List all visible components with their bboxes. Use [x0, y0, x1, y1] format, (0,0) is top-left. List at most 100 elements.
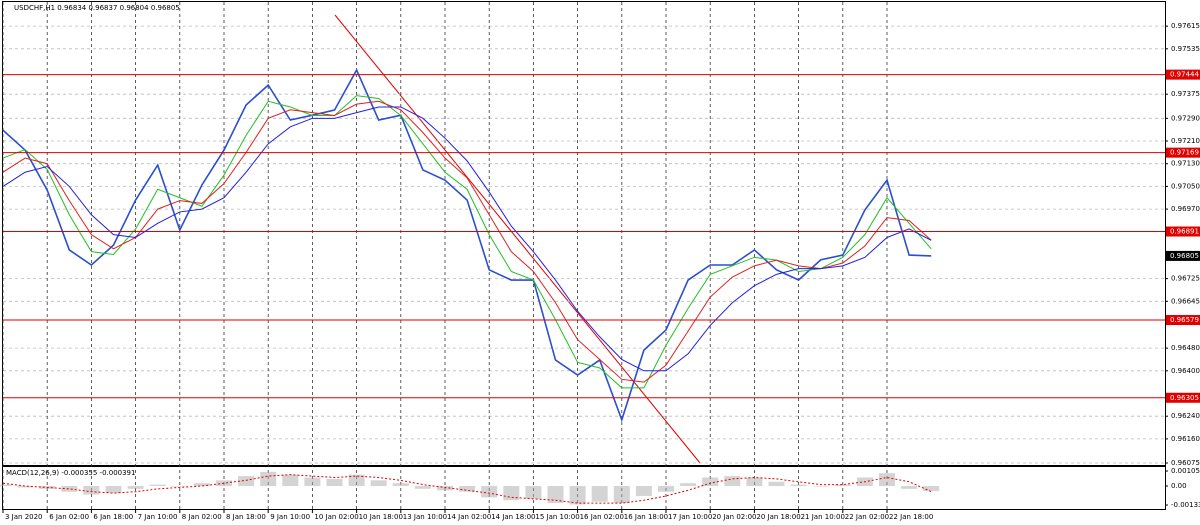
y-tick-label: 0.97130 — [1171, 160, 1200, 168]
macd-bar — [812, 486, 829, 487]
macd-bar — [635, 486, 652, 496]
signal-line — [2, 474, 932, 504]
y-tick-label: 0.97290 — [1171, 114, 1200, 122]
macd-bar — [304, 477, 321, 487]
macd-bar — [238, 476, 255, 487]
macd-bar — [216, 480, 232, 487]
macd-bar — [702, 477, 719, 487]
y-tick-label: 0.00 — [1171, 482, 1187, 490]
x-tick-label: 22 Jan 18:00 — [889, 513, 933, 521]
macd-bar — [790, 484, 807, 487]
price-panel — [2, 1, 1166, 466]
level-label-box — [1166, 392, 1200, 403]
x-tick-label: 20 Jan 18:00 — [756, 513, 800, 521]
x-tick-label: 14 Jan 18:00 — [491, 513, 535, 521]
macd-bar — [370, 480, 387, 487]
level-label: 0.97169 — [1170, 149, 1199, 157]
macd-bar — [525, 486, 542, 499]
last-price-box — [1166, 250, 1200, 261]
x-tick-label: 7 Jan 10:00 — [138, 513, 178, 521]
x-tick-label: 15 Jan 10:00 — [535, 513, 579, 521]
macd-bar — [17, 486, 34, 488]
macd-bar — [658, 486, 674, 492]
macd-bar — [591, 486, 608, 502]
level-label: 0.96579 — [1170, 316, 1199, 324]
series-line — [2, 106, 932, 372]
macd-bar — [481, 486, 498, 498]
macd-bar — [569, 486, 586, 505]
macd-bar — [901, 486, 918, 489]
y-tick-label: 0.96075 — [1171, 459, 1200, 467]
macd-bar — [414, 486, 431, 489]
series-line — [2, 68, 932, 423]
macd-bar — [768, 481, 785, 487]
y-tick-label: 0.97210 — [1171, 137, 1200, 145]
macd-bar — [459, 486, 476, 492]
chart-title: USDCHF,H1 0.96834 0.96837 0.96804 0.9680… — [14, 4, 180, 12]
y-tick-label: 0.96400 — [1171, 367, 1200, 375]
macd-bar — [149, 484, 166, 487]
x-tick-label: 14 Jan 02:00 — [447, 513, 491, 521]
macd-bar — [61, 486, 78, 492]
y-tick-label: 0.97615 — [1171, 22, 1200, 30]
macd-bar — [746, 477, 763, 487]
x-tick-label: 8 Jan 18:00 — [226, 513, 266, 521]
x-tick-label: 6 Jan 18:00 — [93, 513, 133, 521]
macd-title: MACD(12,26,9) -0.000355 -0.000391 — [6, 469, 135, 477]
macd-bar — [326, 478, 343, 487]
macd-bar — [193, 483, 210, 487]
x-tick-label: 16 Jan 02:00 — [580, 513, 624, 521]
y-tick-label: 0.97375 — [1171, 90, 1200, 98]
x-tick-label: 22 Jan 02:00 — [845, 513, 889, 521]
y-tick-label: -0.001336 — [1171, 501, 1200, 509]
y-tick-label: 0.97535 — [1171, 45, 1200, 53]
x-tick-label: 9 Jan 10:00 — [270, 513, 310, 521]
macd-bar — [923, 486, 940, 492]
level-label: 0.96891 — [1170, 228, 1199, 236]
y-tick-label: 0.97050 — [1171, 182, 1200, 190]
level-label: 0.97444 — [1170, 71, 1199, 79]
x-tick-label: 17 Jan 10:00 — [668, 513, 712, 521]
macd-bar — [83, 486, 100, 495]
macd-bar — [282, 474, 299, 487]
macd-bar — [0, 484, 11, 487]
y-tick-label: 0.96645 — [1171, 297, 1200, 305]
macd-bar — [879, 473, 895, 487]
level-label-box — [1166, 147, 1200, 158]
level-label: 0.96305 — [1170, 394, 1199, 402]
macd-panel — [2, 466, 1166, 510]
macd-bar — [105, 486, 122, 494]
x-tick-label: 6 Jan 02:00 — [49, 513, 89, 521]
last-price-label: 0.96805 — [1170, 252, 1199, 260]
macd-bar — [392, 483, 409, 487]
x-tick-label: 10 Jan 18:00 — [359, 513, 403, 521]
x-tick-label: 16 Jan 18:00 — [624, 513, 668, 521]
x-tick-label: 3 Jan 2020 — [5, 513, 43, 521]
x-tick-label: 8 Jan 02:00 — [182, 513, 222, 521]
level-label-box — [1166, 226, 1200, 237]
level-label-box — [1166, 69, 1200, 80]
macd-bar — [503, 486, 520, 501]
macd-bar — [834, 484, 851, 487]
level-label-box — [1166, 315, 1200, 326]
macd-bar — [613, 486, 630, 504]
series-line — [2, 100, 932, 383]
y-tick-label: 0.96160 — [1171, 435, 1200, 443]
x-tick-label: 10 Jan 02:00 — [314, 513, 358, 521]
macd-bar — [171, 486, 188, 487]
macd-bar — [127, 486, 144, 489]
macd-bar — [437, 486, 453, 491]
x-tick-label: 20 Jan 02:00 — [712, 513, 756, 521]
macd-bar — [680, 483, 697, 487]
y-tick-label: 0.96725 — [1171, 275, 1200, 283]
macd-bar — [260, 471, 277, 487]
y-tick-label: 0.96970 — [1171, 205, 1200, 213]
y-tick-label: 0.001058 — [1171, 467, 1200, 475]
macd-bar — [547, 486, 564, 504]
y-tick-label: 0.96240 — [1171, 412, 1200, 420]
x-tick-label: 21 Jan 10:00 — [801, 513, 845, 521]
macd-bar — [724, 476, 741, 487]
x-tick-label: 13 Jan 10:00 — [403, 513, 447, 521]
